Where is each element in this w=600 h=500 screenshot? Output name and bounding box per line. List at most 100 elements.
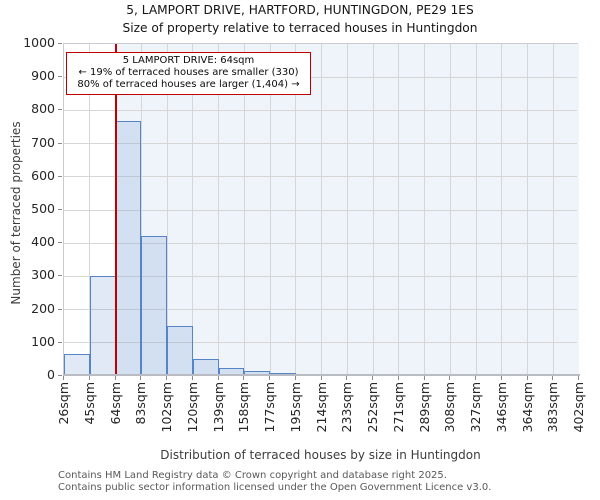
x-gridline <box>140 44 142 374</box>
histogram-bar <box>89 276 116 374</box>
x-tick-mark <box>294 376 296 380</box>
x-gridline <box>372 44 374 374</box>
y-gridline <box>64 242 577 244</box>
y-gridline <box>64 109 577 111</box>
x-tick-label: 83sqm <box>133 382 149 425</box>
y-gridline <box>64 176 577 178</box>
x-tick-label: 271sqm <box>390 382 406 433</box>
x-tick-mark <box>475 376 476 380</box>
footer-attribution-ogl: Contains public sector information licen… <box>58 482 492 493</box>
x-gridline <box>89 44 91 374</box>
y-tick-mark <box>58 308 62 310</box>
histogram-bar <box>64 354 90 374</box>
x-tick-label: 252sqm <box>365 382 380 433</box>
x-tick-mark <box>140 376 142 380</box>
x-tick-mark <box>346 376 348 380</box>
plot-area: 5 LAMPORT DRIVE: 64sqm ← 19% of terraced… <box>63 43 580 376</box>
histogram-bar <box>218 368 245 374</box>
x-tick-label: 158sqm <box>236 382 252 433</box>
x-gridline <box>527 44 528 374</box>
chart-title: 5, LAMPORT DRIVE, HARTFORD, HUNTINGDON, … <box>126 3 474 17</box>
x-gridline <box>243 44 245 374</box>
x-gridline <box>321 44 322 374</box>
x-tick-label: 383sqm <box>545 382 561 433</box>
x-tick-mark <box>552 376 554 380</box>
y-gridline <box>64 275 577 277</box>
x-gridline <box>295 44 297 374</box>
y-gridline <box>64 76 577 78</box>
footer-attribution-hmlr: Contains HM Land Registry data © Crown c… <box>58 470 447 481</box>
y-tick-label: 500 <box>31 201 55 216</box>
annotation-property-line: 5 LAMPORT DRIVE: 64sqm <box>122 55 255 66</box>
property-size-marker-line <box>115 44 118 374</box>
x-gridline <box>398 44 400 374</box>
x-axis-spine <box>63 374 580 376</box>
histogram-bar <box>244 371 270 374</box>
x-tick-label: 102sqm <box>159 382 174 433</box>
x-tick-label: 120sqm <box>184 382 200 433</box>
y-gridline <box>64 209 577 211</box>
x-tick-mark <box>500 376 502 380</box>
histogram-bar <box>115 121 142 374</box>
x-tick-mark <box>526 376 528 380</box>
y-tick-mark <box>58 275 62 277</box>
chart-subtitle: Size of property relative to terraced ho… <box>122 21 478 35</box>
x-gridline <box>192 44 194 374</box>
x-tick-label: 195sqm <box>287 382 303 433</box>
x-tick-mark <box>423 376 425 380</box>
x-tick-label: 289sqm <box>416 382 432 433</box>
y-tick-mark <box>58 242 62 244</box>
y-tick-label: 1000 <box>23 35 55 50</box>
x-tick-label: 45sqm <box>81 382 97 425</box>
y-gridline <box>64 143 577 145</box>
y-tick-label: 900 <box>31 68 55 84</box>
x-gridline <box>166 44 168 374</box>
x-gridline <box>552 44 554 374</box>
y-tick-label: 200 <box>31 300 55 316</box>
x-tick-mark <box>243 376 245 380</box>
y-tick-label: 800 <box>31 101 55 117</box>
x-tick-label: 214sqm <box>313 382 329 433</box>
y-tick-mark <box>58 209 62 210</box>
x-tick-label: 308sqm <box>442 382 458 433</box>
x-tick-mark <box>166 376 167 380</box>
y-tick-mark <box>58 175 62 177</box>
x-tick-label: 364sqm <box>519 382 535 433</box>
histogram-bar <box>141 235 167 374</box>
x-tick-mark <box>397 376 399 380</box>
x-tick-mark <box>63 376 64 380</box>
x-tick-mark <box>269 376 270 380</box>
histogram-bar <box>270 373 296 374</box>
histogram-bar <box>192 359 219 374</box>
y-tick-mark <box>58 142 62 144</box>
y-tick-mark <box>58 109 62 111</box>
x-gridline <box>501 44 503 374</box>
y-tick-label: 600 <box>31 167 55 183</box>
y-tick-label: 400 <box>31 234 55 250</box>
histogram-bar <box>167 325 193 374</box>
x-tick-mark <box>320 376 322 380</box>
x-tick-mark <box>217 376 219 380</box>
annotation-smaller-line: ← 19% of terraced houses are smaller (33… <box>78 67 299 78</box>
y-tick-mark <box>58 375 62 376</box>
x-gridline <box>424 44 425 374</box>
x-tick-mark <box>114 376 116 380</box>
x-tick-mark <box>88 376 90 380</box>
y-tick-label: 300 <box>31 267 55 283</box>
x-tick-label: 327sqm <box>468 382 483 433</box>
x-tick-mark <box>578 376 579 380</box>
x-gridline <box>346 44 348 374</box>
x-tick-label: 177sqm <box>262 382 277 433</box>
x-axis-title: Distribution of terraced houses by size … <box>160 448 481 462</box>
y-tick-mark <box>58 43 62 44</box>
annotation-larger-line: 80% of terraced houses are larger (1,404… <box>77 79 300 90</box>
annotation-box: 5 LAMPORT DRIVE: 64sqm ← 19% of terraced… <box>66 52 311 95</box>
x-gridline <box>475 44 477 374</box>
y-tick-label: 700 <box>31 134 55 150</box>
x-tick-mark <box>191 376 193 380</box>
x-gridline <box>269 44 271 374</box>
x-tick-mark <box>372 376 373 380</box>
x-tick-label: 64sqm <box>107 382 123 425</box>
y-gridline <box>64 309 577 311</box>
